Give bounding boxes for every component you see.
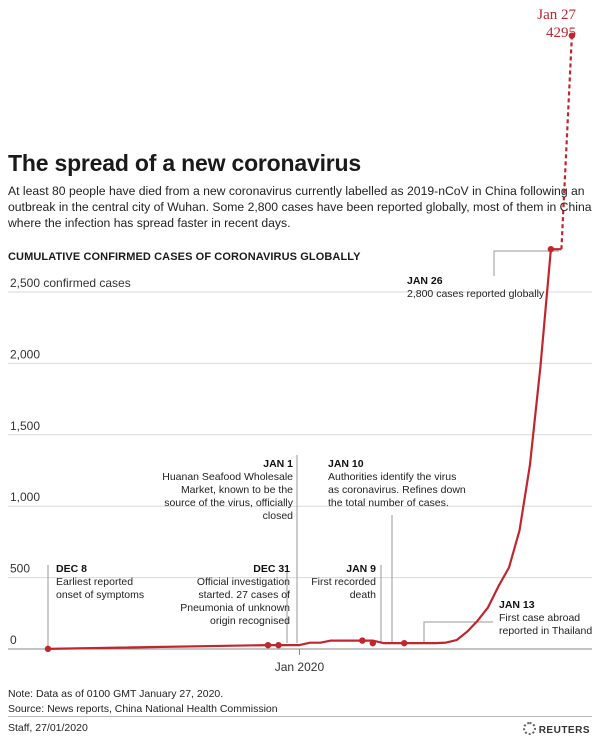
data-point (44, 645, 52, 653)
series-lines (47, 35, 573, 650)
y-tick-label: 1,000 (10, 490, 40, 504)
subtitle: At least 80 people have died from a new … (8, 184, 592, 230)
annotation-text-jan13: reported in Thailand (499, 625, 592, 637)
data-point (547, 245, 555, 253)
x-tick-label: Jan 2020 (275, 660, 325, 674)
annotation-text-jan26: 2,800 cases reported globally (407, 288, 545, 300)
annotation-text-jan9: death (350, 589, 376, 601)
footnote: Note: Data as of 0100 GMT January 27, 20… (8, 688, 224, 700)
annotation-text-jan10: as coronavirus. Refines down (328, 484, 466, 496)
latest-point-date: Jan 27 (537, 7, 576, 23)
annotation-text-jan1: source of the virus, officially (164, 497, 294, 509)
annotation-text-dec31: started. 27 cases of (198, 589, 290, 601)
data-markers (44, 32, 576, 653)
annotation-text-dec31: origin recognised (210, 615, 290, 627)
annotation-date-jan10: JAN 10 (328, 458, 364, 470)
y-tick-label: 1,500 (10, 419, 40, 433)
reuters-logo: REUTERS (522, 722, 590, 736)
y-tick-label: 500 (10, 562, 30, 576)
data-point (401, 639, 408, 647)
annotation-date-jan1: JAN 1 (263, 458, 293, 470)
data-point (568, 32, 576, 39)
annotation-date-dec31: DEC 31 (253, 563, 290, 575)
credit: Staff, 27/01/2020 (8, 722, 88, 734)
annotation-text-jan10: the total number of cases. (328, 497, 449, 509)
y-tick-label: 0 (10, 633, 17, 647)
footer-divider (8, 716, 592, 717)
annotation-leader-jan26 (493, 250, 559, 276)
annotation-text-jan1: Market, known to be the (181, 484, 293, 496)
data-point (275, 641, 282, 649)
data-point (359, 637, 366, 644)
annotation-text-dec8: onset of symptoms (56, 589, 144, 601)
latest-point-value: 4295 (546, 25, 576, 41)
annotation-text-jan9: First recorded (311, 576, 376, 588)
annotation-text-jan1: Huanan Seafood Wholesale (162, 471, 293, 483)
annotation-text-jan10: Authorities identify the virus (328, 471, 456, 483)
reuters-logo-icon (522, 722, 536, 735)
annotation-text-dec31: Pneumonia of unknown (180, 602, 290, 614)
annotation-text-jan1: closed (263, 510, 294, 522)
annotation-leader-jan13 (423, 621, 493, 643)
series-line (47, 248, 562, 650)
annotation-date-jan9: JAN 9 (346, 563, 376, 575)
annotation-text-jan13: First case abroad (499, 612, 580, 624)
source-note: Source: News reports, China National Hea… (8, 703, 278, 715)
chart-section-label: CUMULATIVE CONFIRMED CASES OF CORONAVIRU… (8, 251, 361, 263)
annotation-date-jan26: JAN 26 (407, 275, 443, 287)
annotation-date-dec8: DEC 8 (56, 563, 87, 575)
series-line-dashed (560, 35, 573, 250)
annotation-text-dec31: Official investigation (197, 576, 290, 588)
page-title: The spread of a new coronavirus (8, 150, 361, 176)
annotation-date-jan13: JAN 13 (499, 599, 535, 611)
data-point (264, 641, 272, 649)
y-tick-label: 2,500 confirmed cases (10, 276, 131, 290)
data-point (369, 639, 376, 647)
reuters-logo-text: REUTERS (538, 725, 590, 736)
x-axis: Jan 2020 (275, 649, 325, 674)
latest-point-label: Jan 27 4295 (537, 6, 576, 42)
y-tick-label: 2,000 (10, 347, 40, 361)
annotation-text-dec8: Earliest reported (56, 576, 133, 588)
y-axis-labels: 0 500 1,000 1,500 2,000 2,500 confirmed cases (10, 276, 131, 647)
